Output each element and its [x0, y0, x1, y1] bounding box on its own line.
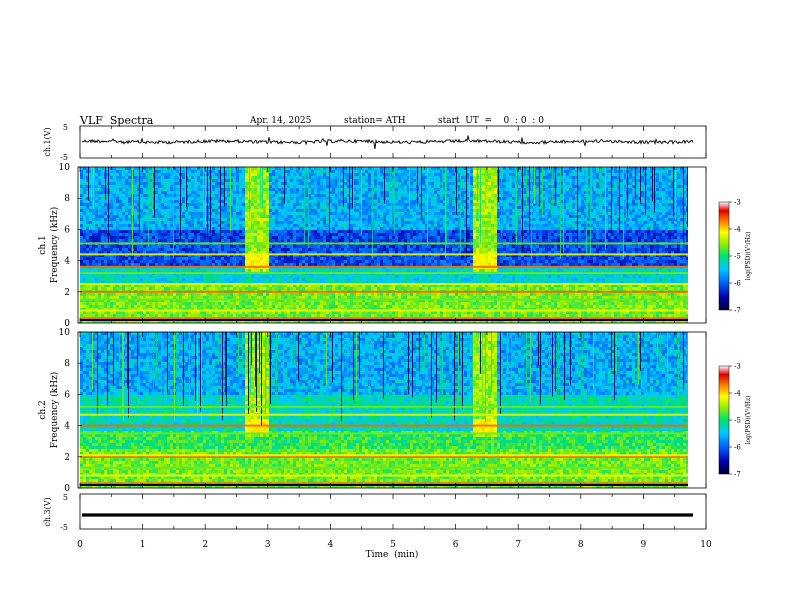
- ch2-spec-ylabel-line1: ch.2: [38, 400, 48, 419]
- colorbar-tick-label: -3: [734, 199, 741, 207]
- x-tick-label: 9: [641, 540, 647, 550]
- ch2-spectrogram: [80, 332, 688, 488]
- x-tick-label: 8: [578, 540, 584, 550]
- date-label: Apr. 14, 2025: [249, 116, 312, 126]
- freq-tick-label: 10: [59, 328, 71, 338]
- x-tick-label: 4: [328, 540, 334, 550]
- ch1-waveform-panel: 5 -5 ch.1(V): [43, 123, 707, 162]
- x-tick-label: 3: [265, 540, 271, 550]
- colorbar-tick-label: -6: [734, 280, 741, 288]
- colorbar-tick-label: -7: [734, 307, 741, 315]
- x-tick-label: 1: [140, 540, 146, 550]
- colorbar-tick-label: -6: [734, 444, 741, 452]
- x-tick-label: 6: [453, 540, 459, 550]
- ch1-spec-ylabel-line2: Frequency (kHz): [49, 207, 60, 284]
- colorbar-tick-label: -3: [734, 363, 741, 371]
- ch2-colorbar-ticks: -3 -4 -5 -6 -7: [729, 363, 741, 479]
- ch3-ytick-bottom: -5: [60, 523, 68, 532]
- ch1-xticks: [79, 126, 707, 158]
- freq-tick-label: 4: [64, 422, 70, 432]
- freq-tick-label: 8: [64, 194, 70, 204]
- figure-title: VLF Spectra: [79, 114, 154, 127]
- colorbar-tick-label: -5: [734, 417, 741, 425]
- ch2-spec-ylabel-line2: Frequency (kHz): [49, 372, 60, 449]
- x-axis-tick-labels: 0 1 2 3 4 5 6 7 8 9 10: [77, 540, 712, 550]
- ch3-xticks: [79, 494, 707, 529]
- ch1-spectrogram-panel: 0 2 4 6 8 10 ch.1 Frequency (kHz): [38, 163, 707, 329]
- freq-tick-label: 6: [64, 225, 70, 235]
- freq-tick-label: 2: [64, 453, 70, 463]
- ch1-spectrogram: [80, 167, 688, 323]
- colorbar-tick-label: -7: [734, 471, 741, 479]
- start-ut-label: start UT = 0 : 0 : 0: [438, 116, 544, 126]
- freq-tick-label: 0: [64, 484, 70, 494]
- freq-tick-label: 8: [64, 359, 70, 369]
- ch1-colorbar-ticks: -3 -4 -5 -6 -7: [729, 199, 741, 315]
- ch1-colorbar: -3 -4 -5 -6 -7 log(PSD)(V²/Hz): [718, 199, 752, 315]
- ch1-spec-ylabel-line1: ch.1: [38, 235, 48, 254]
- ch3-ylabel: ch.3(V): [43, 497, 52, 526]
- ch3-ytick-top: 5: [63, 493, 68, 502]
- x-tick-label: 2: [202, 540, 208, 550]
- ch2-spectrogram-panel: 0 2 4 6 8 10 ch.2 Frequency (kHz): [38, 328, 707, 494]
- x-axis-label: Time (min): [366, 549, 419, 560]
- colorbar-tick-label: -5: [734, 253, 741, 261]
- station-label: station= ATH: [344, 116, 406, 126]
- ch1-spec-xticks: [79, 167, 707, 323]
- colorbar-tick-label: -4: [734, 390, 741, 398]
- x-tick-label: 5: [390, 540, 396, 550]
- freq-tick-label: 2: [64, 288, 70, 298]
- ch2-colorbar: -3 -4 -5 -6 -7 log(PSD)(V²/Hz): [718, 363, 752, 479]
- colorbar-tick-label: -4: [734, 226, 741, 234]
- x-tick-label: 7: [515, 540, 521, 550]
- ch3-waveform-panel: 5 -5 ch.3(V): [43, 493, 707, 532]
- ch1-ytick-top: 5: [63, 123, 68, 132]
- ch1-colorbar-label: log(PSD)(V²/Hz): [745, 232, 752, 281]
- freq-tick-label: 4: [64, 257, 70, 267]
- x-tick-label: 10: [700, 540, 712, 550]
- ch1-freq-ticks: 0 2 4 6 8 10: [59, 163, 82, 329]
- ch2-colorbar-label: log(PSD)(V²/Hz): [745, 396, 752, 445]
- freq-tick-label: 10: [59, 163, 71, 173]
- ch2-spec-xticks: [79, 332, 707, 488]
- freq-tick-label: 0: [64, 319, 70, 329]
- ch2-freq-ticks: 0 2 4 6 8 10: [59, 328, 82, 494]
- freq-tick-label: 6: [64, 390, 70, 400]
- x-tick-label: 0: [77, 540, 83, 550]
- ch1-trace: [81, 135, 694, 149]
- ch1-ytick-bottom: -5: [60, 153, 68, 162]
- ch1-ylabel: ch.1(V): [43, 127, 52, 156]
